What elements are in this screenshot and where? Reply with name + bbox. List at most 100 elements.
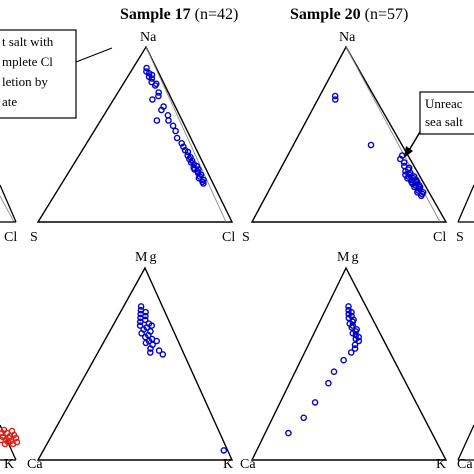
data-point-s20-na-2 — [367, 141, 375, 149]
data-point-s17-na-17 — [172, 127, 179, 135]
annotation-left-line-3: letion by — [2, 74, 48, 89]
data-point-s17-mg-13 — [138, 329, 145, 337]
vertex-label-mg-2: Mg — [337, 250, 360, 265]
title-sample-17-count: (n=42) — [191, 6, 239, 23]
data-point-s17-na-12 — [158, 106, 165, 114]
title-sample-17-bold: Sample 17 — [120, 6, 191, 23]
data-point-s17-na-8 — [155, 89, 162, 96]
data-point-s17-na-0 — [143, 64, 150, 72]
vertex-label-cl-1: Cl — [222, 230, 235, 245]
data-point-s17-mg-9 — [136, 322, 144, 329]
annotation-left-line-1: t salt with — [2, 34, 54, 49]
data-point-s17-na-32 — [197, 171, 205, 178]
point-layer — [0, 64, 427, 454]
data-point-s17-na-41 — [152, 80, 160, 88]
data-point-s20-na-0 — [331, 92, 339, 100]
data-point-s20-mg-20 — [347, 349, 355, 356]
data-point-s17-na-10 — [149, 96, 156, 103]
data-point-s17-mg-7 — [136, 318, 144, 326]
vertex-label-k-2: K — [436, 457, 446, 472]
data-point-s20-na-32 — [415, 181, 423, 189]
title-sample-20-count: (n=57) — [361, 6, 409, 23]
data-point-s20-na-30 — [409, 180, 416, 187]
title-sample-17: Sample 17 (n=42) — [120, 6, 238, 23]
annotation-right-arrowhead — [404, 146, 413, 158]
data-point-s17-mg-18 — [142, 339, 150, 347]
data-point-s20-mg-18 — [351, 341, 359, 349]
data-point-s17-mg-20 — [147, 345, 154, 352]
data-point-s17-na-36 — [200, 180, 207, 187]
data-point-s20-mg-19 — [351, 345, 359, 352]
data-point-s20-na-27 — [417, 192, 425, 200]
data-point-s20-mg-23 — [325, 379, 332, 387]
data-point-s17-na-19 — [178, 139, 185, 147]
data-point-s17-na-18 — [173, 134, 181, 142]
data-point-s17-mg-23 — [159, 351, 167, 358]
data-point-s17-na-20 — [180, 143, 187, 151]
data-point-s17-na-39 — [187, 159, 195, 166]
triangle-sample-20-mg — [250, 266, 448, 461]
data-point-s17-na-37 — [184, 148, 192, 156]
data-point-s20-na-1 — [331, 96, 339, 103]
data-point-s20-mg-26 — [285, 429, 292, 437]
triangle-sample-20-na — [250, 45, 448, 223]
annotation-left-line-2: mplete Cl — [2, 54, 53, 69]
vertex-label-na-2: Na — [339, 30, 356, 45]
vertex-label-s-1: S — [30, 230, 38, 245]
annotation-left-arrow — [75, 47, 113, 63]
vertex-label-ca-2: Ca — [240, 457, 256, 472]
data-point-left-red-15 — [0, 436, 5, 444]
data-point-s17-na-9 — [155, 92, 162, 100]
data-point-s17-na-5 — [148, 75, 156, 82]
right-partial-edge-top — [457, 184, 474, 223]
refline-sample-17 — [145, 46, 227, 223]
data-point-s17-na-13 — [164, 112, 172, 119]
data-point-s17-na-35 — [194, 167, 201, 175]
vertex-label-k-1: K — [223, 457, 233, 472]
data-point-s17-na-15 — [165, 117, 172, 124]
data-point-s20-mg-22 — [330, 368, 338, 376]
triangle-sample-17-mg — [36, 266, 234, 461]
data-point-s17-mg-25 — [148, 322, 155, 329]
data-point-s20-na-5 — [400, 159, 408, 166]
data-point-s17-mg-26 — [220, 447, 228, 454]
data-point-s17-mg-0 — [137, 303, 145, 310]
annotation-box-left — [0, 29, 77, 119]
annotation-right-line-2: sea salt — [425, 114, 463, 129]
data-point-s20-na-29 — [404, 174, 411, 182]
data-point-s20-mg-21 — [340, 356, 347, 364]
data-point-s17-na-16 — [169, 122, 177, 130]
right-partial-edge-top2 — [457, 424, 474, 461]
data-point-s20-mg-24 — [311, 399, 319, 406]
data-point-s20-mg-17 — [355, 337, 363, 345]
vertex-label-mg-1: Mg — [135, 250, 158, 265]
vertex-label-ca-right: Ca — [457, 457, 473, 472]
data-point-s17-mg-22 — [155, 347, 163, 354]
data-point-left-red-10 — [12, 434, 20, 442]
data-point-s20-na-31 — [412, 176, 420, 184]
data-point-s20-mg-0 — [345, 303, 352, 310]
vertex-label-s-right: S — [456, 230, 464, 245]
annotation-box-right — [419, 91, 474, 135]
left-partial-refline — [0, 195, 15, 223]
triangle-sample-17-na — [36, 45, 234, 223]
data-point-s20-mg-25 — [300, 414, 308, 422]
left-partial-edge-top — [0, 184, 17, 223]
data-point-left-red-8 — [0, 429, 6, 437]
annotation-left-line-4: ate — [2, 94, 17, 109]
triangle-layer — [36, 45, 448, 461]
data-point-s17-mg-24 — [153, 337, 160, 345]
data-point-left-red-14 — [13, 438, 21, 446]
vertex-label-na-1: Na — [140, 30, 157, 45]
vertex-label-s-2: S — [242, 230, 250, 245]
data-point-s20-na-4 — [396, 155, 404, 163]
title-sample-20: Sample 20 (n=57) — [290, 6, 408, 23]
data-point-s17-mg-21 — [146, 349, 154, 356]
annotation-right-line-1: Unreac — [425, 96, 463, 111]
data-point-s17-na-14 — [153, 117, 161, 124]
vertex-label-k-left: K — [4, 457, 14, 472]
annotation-right-arrow — [407, 131, 421, 153]
vertex-label-cl-left: Cl — [4, 230, 17, 245]
vertex-label-cl-2: Cl — [433, 230, 446, 245]
